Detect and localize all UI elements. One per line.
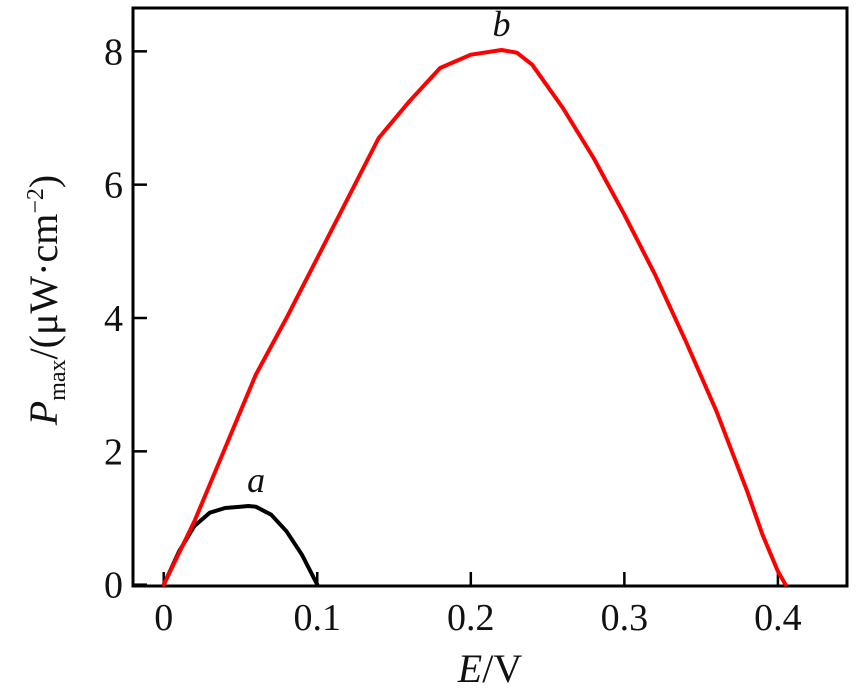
y-tick-label: 8 — [104, 31, 123, 73]
y-axis-label: Pmax/(μW·cm−2) — [21, 175, 71, 426]
x-tick-label: 0.1 — [294, 597, 342, 639]
y-tick-label: 2 — [104, 431, 123, 473]
y-tick-label: 0 — [104, 565, 123, 607]
x-tick-label: 0.4 — [754, 597, 802, 639]
x-tick-label: 0.2 — [447, 597, 495, 639]
series-lines — [161, 48, 788, 587]
plot-frame — [131, 6, 849, 588]
series-labels: ab — [247, 4, 510, 500]
series-label-a: a — [247, 460, 265, 500]
x-axis-label: E/V — [457, 646, 523, 688]
y-tick-label: 6 — [104, 165, 123, 207]
tick-labels: 0 0.1 0.2 0.3 0.4 0 2 4 6 8 — [104, 31, 802, 639]
x-tick-label: 0 — [154, 597, 173, 639]
series-line-b — [161, 48, 788, 587]
series-label-b: b — [493, 4, 511, 44]
x-tick-label: 0.3 — [601, 597, 649, 639]
series-line-a — [161, 504, 320, 587]
y-tick-label: 4 — [104, 298, 123, 340]
